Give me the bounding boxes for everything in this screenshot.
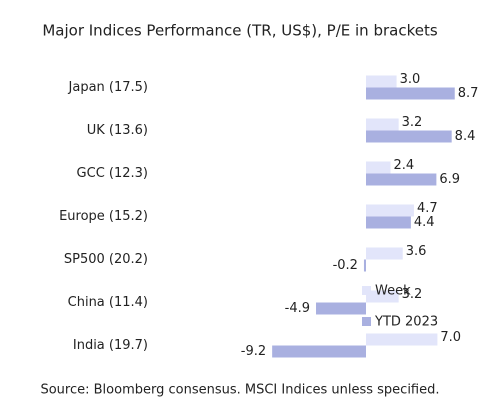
legend-label: YTD 2023 [374, 315, 438, 330]
source-note: Source: Bloomberg consensus. MSCI Indice… [40, 383, 439, 398]
category-label: Japan (17.5) [68, 80, 148, 95]
value-label: -0.2 [333, 258, 358, 273]
bar [366, 216, 411, 229]
category-label: SP500 (20.2) [64, 252, 148, 267]
legend-swatch [362, 317, 371, 326]
value-label: 3.0 [400, 72, 421, 87]
value-label: 3.2 [402, 115, 423, 130]
value-label: 8.4 [455, 129, 476, 144]
bar [316, 302, 366, 315]
bar [366, 118, 399, 131]
bar [366, 204, 414, 217]
value-label: 6.9 [439, 172, 460, 187]
value-label: 3.6 [406, 244, 427, 259]
category-label: Europe (15.2) [59, 209, 148, 224]
legend-swatch [362, 286, 371, 295]
value-label: 2.4 [393, 158, 414, 173]
bar [366, 290, 399, 303]
category-label: GCC (12.3) [77, 166, 148, 181]
bar [366, 87, 455, 100]
value-label: 8.7 [458, 86, 479, 101]
bar [366, 173, 437, 186]
category-label: India (19.7) [73, 338, 148, 353]
bar [272, 345, 366, 358]
value-label: -4.9 [285, 301, 310, 316]
value-label: 7.0 [440, 330, 461, 345]
bar [366, 130, 452, 143]
bar [366, 333, 438, 346]
category-label: China (11.4) [68, 295, 148, 310]
legend-label: Week [375, 284, 411, 299]
value-label: 4.7 [417, 201, 438, 216]
value-label: 3.2 [402, 287, 423, 302]
value-label: 4.4 [414, 215, 435, 230]
bar [366, 247, 403, 260]
bar [366, 75, 397, 88]
bar [363, 259, 366, 272]
category-label: UK (13.6) [87, 123, 148, 138]
chart-title: Major Indices Performance (TR, US$), P/E… [42, 22, 437, 40]
bar [366, 161, 391, 174]
value-label: -9.2 [241, 344, 266, 359]
